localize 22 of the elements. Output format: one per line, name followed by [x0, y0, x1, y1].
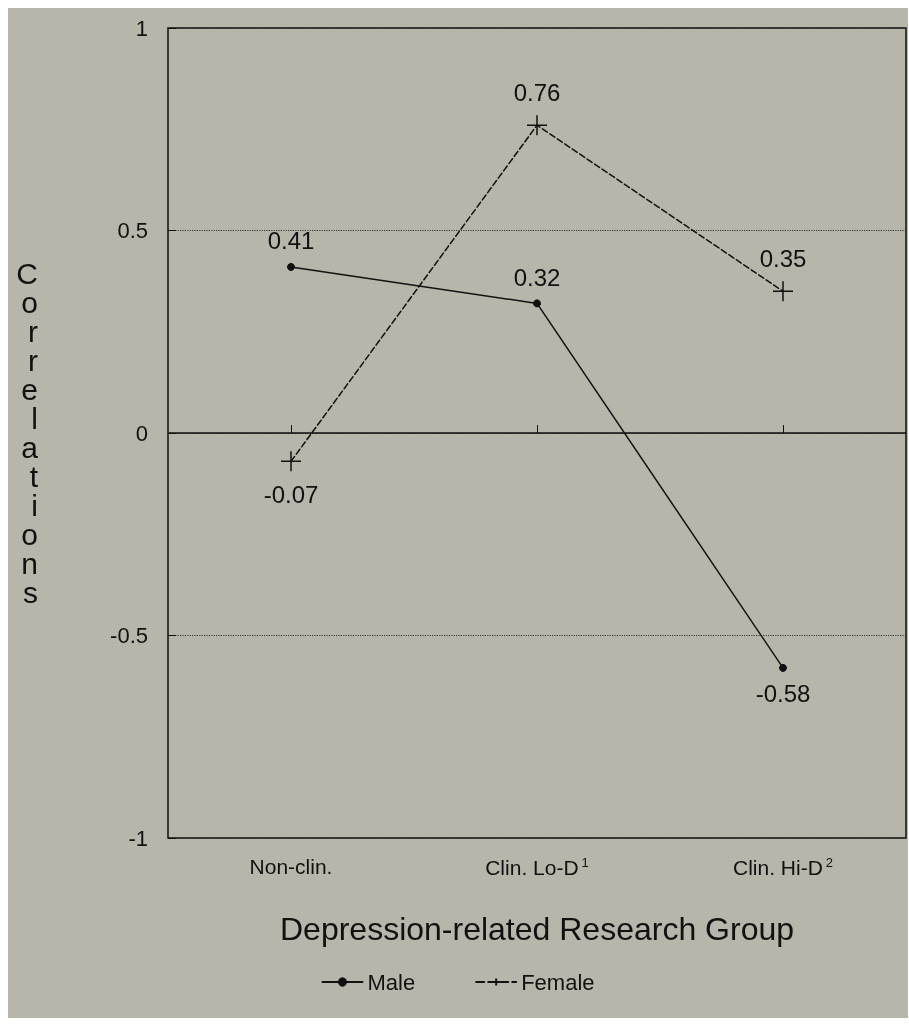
point — [779, 663, 787, 672]
y-tick-label: -1 — [128, 825, 148, 851]
data-label: -0.07 — [263, 480, 319, 508]
x-tick-label: Non-clin. — [249, 855, 333, 878]
y-tick-label: 0 — [135, 420, 148, 446]
x-axis-title: Depression-related Research Group — [279, 911, 795, 947]
y-tick-label: 0.5 — [117, 218, 148, 243]
y-tick-label: -0.5 — [110, 623, 148, 648]
legend-label: Female — [521, 969, 595, 995]
point — [533, 299, 541, 308]
data-label: 0.35 — [759, 245, 807, 272]
data-label: 0.32 — [513, 263, 561, 291]
point — [772, 280, 794, 302]
point — [280, 450, 302, 473]
text: Correlations — [16, 257, 38, 609]
point — [526, 114, 548, 136]
data-label: 0.41 — [267, 227, 315, 255]
data-label: -0.58 — [755, 680, 811, 708]
data-label: 0.76 — [513, 78, 561, 106]
y-tick-label: 1 — [135, 15, 148, 41]
point — [287, 262, 295, 271]
legend-label: Male — [367, 969, 416, 995]
